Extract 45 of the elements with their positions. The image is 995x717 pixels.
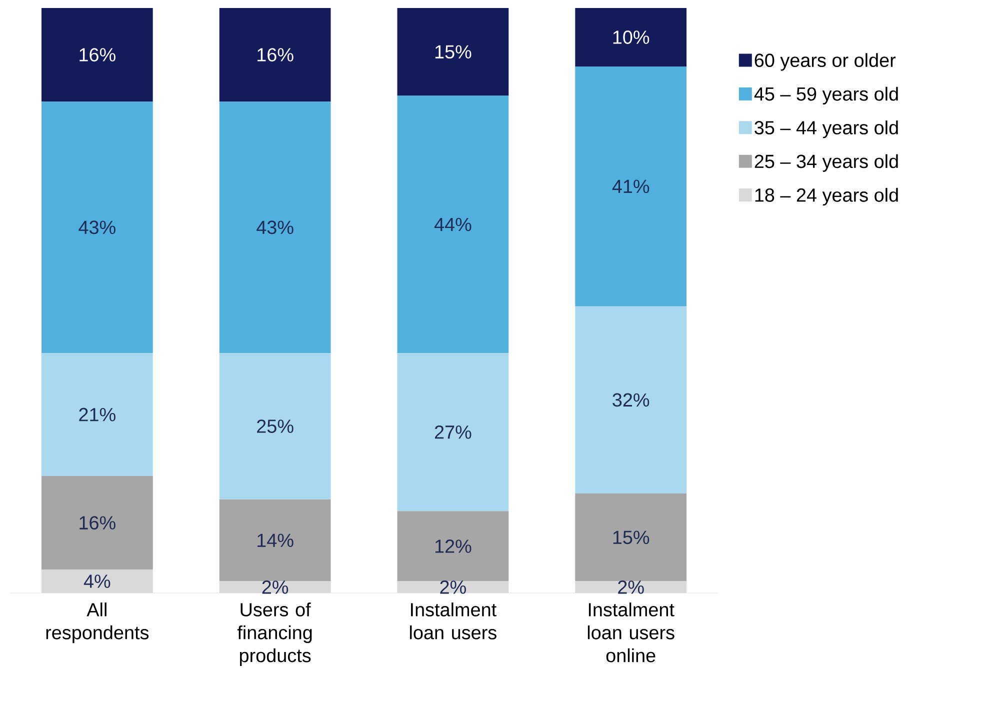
data-label: 10%	[613, 30, 650, 44]
bar	[397, 8, 509, 96]
bar	[41, 476, 153, 570]
bar	[41, 353, 153, 476]
data-label: 2%	[618, 580, 644, 594]
bar	[397, 353, 509, 512]
data-label: 21%	[79, 408, 116, 422]
legend-label: 18 – 24 years old	[755, 188, 898, 206]
data-label: 2%	[262, 580, 288, 594]
bar	[575, 306, 687, 494]
data-label: 16%	[80, 516, 116, 530]
bar	[575, 66, 687, 306]
data-label: 41%	[612, 180, 650, 194]
data-label: 16%	[80, 48, 116, 62]
bar	[219, 499, 331, 582]
bar	[397, 96, 509, 354]
bar	[219, 353, 331, 500]
data-label: 25%	[257, 420, 294, 433]
bar	[575, 494, 687, 582]
x-tick-label: Users of financing products	[237, 602, 312, 666]
data-label: 2%	[440, 580, 466, 594]
x-tick-label: Instalment loan users	[410, 602, 496, 640]
x-tick-label: All respondents	[46, 602, 149, 644]
data-label: 14%	[258, 534, 294, 547]
bar	[575, 8, 687, 66]
data-label: 15%	[435, 45, 472, 59]
bar	[219, 8, 331, 102]
legend-label: 25 – 34 years old	[754, 154, 898, 172]
x-tick-label: Instalment loan users online	[588, 602, 674, 662]
data-label: 27%	[434, 425, 472, 439]
bar	[41, 102, 153, 354]
data-label: 43%	[256, 220, 294, 234]
data-label: 15%	[613, 530, 650, 544]
data-label: 43%	[78, 220, 116, 234]
legend-label: 45 – 59 years old	[754, 86, 898, 104]
bar	[219, 102, 331, 354]
data-label: 32%	[612, 393, 650, 407]
data-label: 16%	[258, 48, 294, 62]
legend-label: 35 – 44 years old	[754, 120, 898, 138]
data-label: 44%	[434, 218, 472, 232]
bar	[41, 8, 153, 102]
data-label: 12%	[435, 540, 472, 553]
data-label: 4%	[84, 574, 110, 588]
bar	[397, 511, 509, 582]
legend-label: 60 years or older	[754, 53, 896, 71]
